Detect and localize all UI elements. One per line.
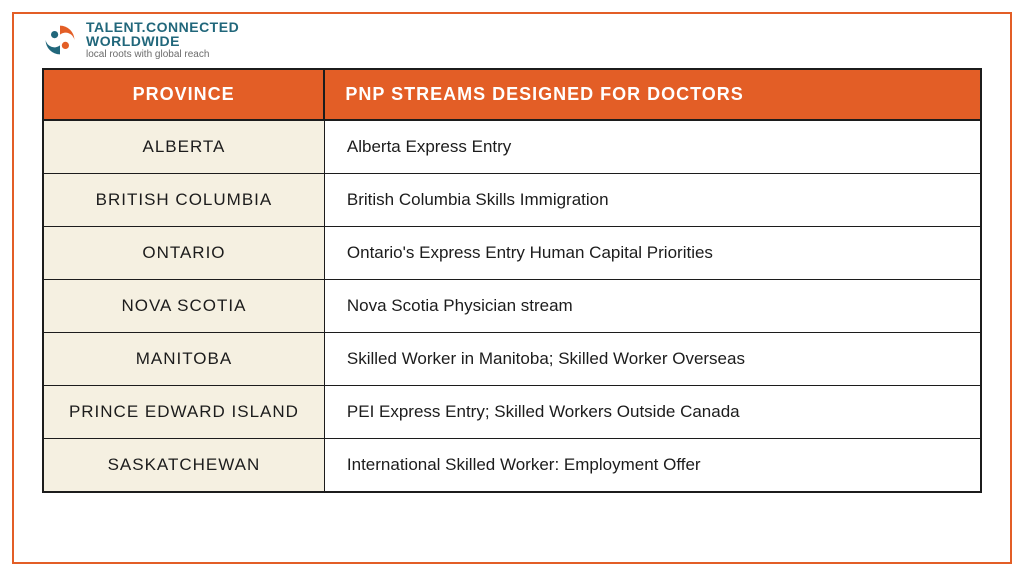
logo-icon — [42, 22, 78, 58]
header-stream: PNP STREAMS DESIGNED FOR DOCTORS — [324, 69, 981, 120]
cell-province: ONTARIO — [43, 227, 324, 280]
brand-line1: TALENT.CONNECTED — [86, 20, 239, 34]
table-row: MANITOBA Skilled Worker in Manitoba; Ski… — [43, 333, 981, 386]
cell-province: SASKATCHEWAN — [43, 439, 324, 493]
cell-province: MANITOBA — [43, 333, 324, 386]
table-row: ALBERTA Alberta Express Entry — [43, 120, 981, 174]
table-row: BRITISH COLUMBIA British Columbia Skills… — [43, 174, 981, 227]
table-row: PRINCE EDWARD ISLAND PEI Express Entry; … — [43, 386, 981, 439]
cell-province: NOVA SCOTIA — [43, 280, 324, 333]
header-province: PROVINCE — [43, 69, 324, 120]
cell-stream: International Skilled Worker: Employment… — [324, 439, 981, 493]
cell-stream: PEI Express Entry; Skilled Workers Outsi… — [324, 386, 981, 439]
table-row: SASKATCHEWAN International Skilled Worke… — [43, 439, 981, 493]
brand-tagline: local roots with global reach — [86, 50, 239, 60]
cell-stream: Nova Scotia Physician stream — [324, 280, 981, 333]
brand-line2: WORLDWIDE — [86, 34, 239, 48]
cell-stream: Alberta Express Entry — [324, 120, 981, 174]
cell-stream: Skilled Worker in Manitoba; Skilled Work… — [324, 333, 981, 386]
content-frame: TALENT.CONNECTED WORLDWIDE local roots w… — [12, 12, 1012, 564]
brand-header: TALENT.CONNECTED WORLDWIDE local roots w… — [42, 20, 982, 60]
cell-province: ALBERTA — [43, 120, 324, 174]
brand-text: TALENT.CONNECTED WORLDWIDE local roots w… — [86, 20, 239, 60]
table-header-row: PROVINCE PNP STREAMS DESIGNED FOR DOCTOR… — [43, 69, 981, 120]
cell-stream: British Columbia Skills Immigration — [324, 174, 981, 227]
cell-stream: Ontario's Express Entry Human Capital Pr… — [324, 227, 981, 280]
table-row: ONTARIO Ontario's Express Entry Human Ca… — [43, 227, 981, 280]
pnp-table: PROVINCE PNP STREAMS DESIGNED FOR DOCTOR… — [42, 68, 982, 493]
table-row: NOVA SCOTIA Nova Scotia Physician stream — [43, 280, 981, 333]
cell-province: PRINCE EDWARD ISLAND — [43, 386, 324, 439]
cell-province: BRITISH COLUMBIA — [43, 174, 324, 227]
